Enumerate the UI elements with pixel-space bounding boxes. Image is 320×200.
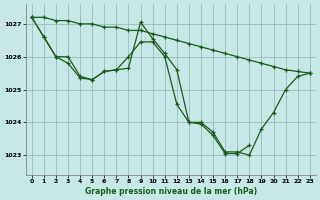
X-axis label: Graphe pression niveau de la mer (hPa): Graphe pression niveau de la mer (hPa)	[85, 187, 257, 196]
